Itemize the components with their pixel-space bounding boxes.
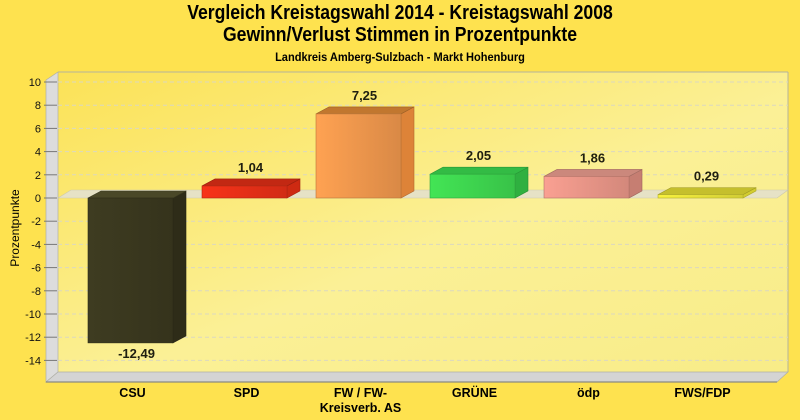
- value-label: 1,86: [580, 150, 605, 165]
- bar-top-face: [87, 190, 187, 199]
- y-axis-title: Prozentpunkte: [8, 189, 22, 267]
- y-tick-label: -10: [25, 309, 41, 321]
- chart-title-line2: Gewinn/Verlust Stimmen in Prozentpunkte: [222, 24, 578, 46]
- y-tick-label: 4: [35, 147, 41, 159]
- bar-front-face: [201, 185, 288, 199]
- bar-top-face: [315, 106, 415, 115]
- value-label: 7,25: [352, 88, 377, 103]
- value-label: 2,05: [466, 148, 491, 163]
- y-tick-label: -12: [25, 332, 41, 344]
- value-label: 0,29: [694, 169, 719, 184]
- chart-header: Vergleich Kreistagswahl 2014 - Kreistags…: [0, 2, 800, 65]
- bar-front-face: [429, 173, 516, 199]
- bar-side-face: [172, 190, 187, 344]
- category-label: SPD: [234, 386, 260, 400]
- bar-group-fwfw: 7,25 FW / FW-Kreisverb. AS: [315, 88, 415, 415]
- bar-front-face: [543, 176, 630, 199]
- y-tick-label: -6: [31, 263, 41, 275]
- bar-top-face: [657, 187, 757, 195]
- value-label: 1,04: [238, 160, 264, 175]
- bar-group-csu: -12,49 CSU: [87, 190, 187, 400]
- bar-group-spd: 1,04 SPD: [201, 160, 301, 400]
- y-tick-label: 10: [29, 77, 41, 89]
- floor: [45, 371, 789, 383]
- y-tick-label: 6: [35, 123, 41, 135]
- bar-group-dp: 1,86 ödp: [543, 150, 643, 400]
- category-label: ödp: [577, 386, 600, 400]
- bar-front-face: [657, 194, 744, 199]
- bar-group-fwsfdp: 0,29 FWS/FDP: [657, 169, 757, 400]
- bar-group-grne: 2,05 GRÜNE: [429, 148, 529, 400]
- category-label: FWS/FDP: [674, 386, 730, 400]
- bar-top-face: [201, 178, 301, 187]
- bar-front-face: [315, 113, 402, 199]
- value-label: -12,49: [118, 346, 155, 361]
- bar-front-face: [87, 197, 174, 344]
- category-label: GRÜNE: [452, 385, 497, 400]
- y-tick-label: -4: [31, 239, 41, 251]
- y-tick-label: 8: [35, 100, 41, 112]
- y-tick-label: -14: [25, 355, 41, 367]
- left-wall: [45, 71, 59, 383]
- y-tick-label: -8: [31, 286, 41, 298]
- y-tick-label: -2: [31, 216, 41, 228]
- bar-top-face: [429, 166, 529, 175]
- category-label: Kreisverb. AS: [320, 401, 402, 415]
- y-tick-label: 2: [35, 170, 41, 182]
- bar-side-face: [400, 106, 415, 199]
- category-label: FW / FW-: [334, 386, 387, 400]
- y-tick-label: 0: [35, 193, 41, 205]
- chart-title-line1: Vergleich Kreistagswahl 2014 - Kreistags…: [187, 2, 613, 24]
- chart-subtitle: Landkreis Amberg-Sulzbach - Markt Hohenb…: [275, 50, 525, 64]
- category-label: CSU: [119, 386, 145, 400]
- bar-top-face: [543, 169, 643, 177]
